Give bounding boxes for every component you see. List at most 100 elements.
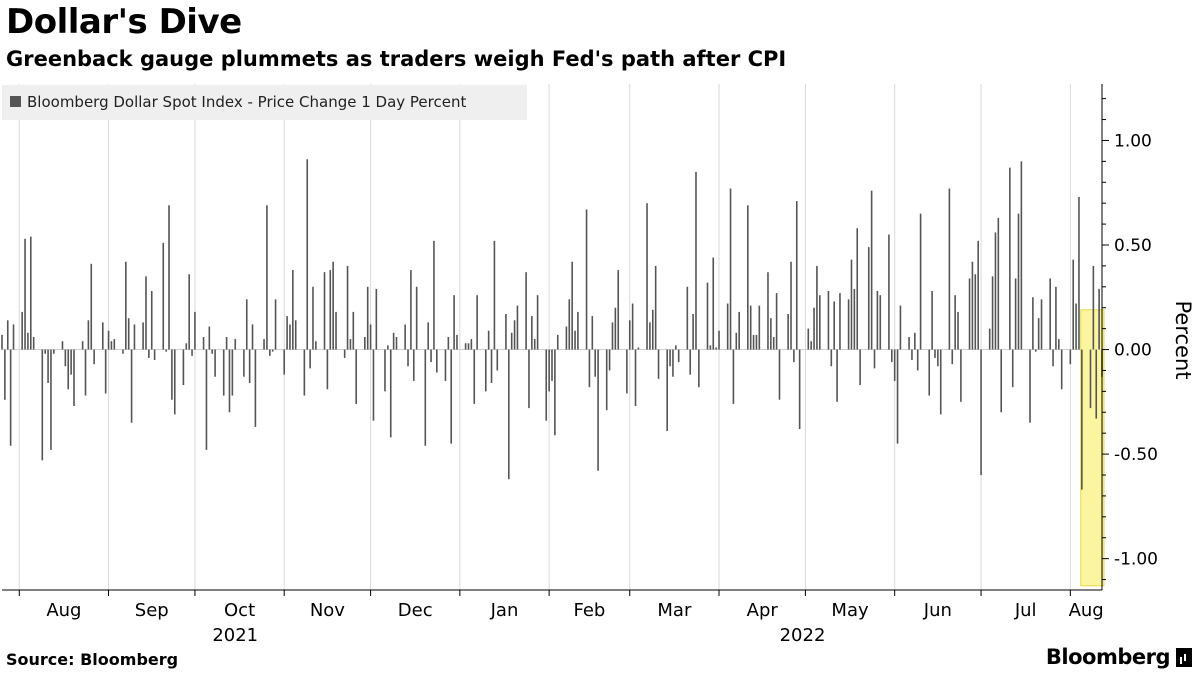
x-tick-label-9: May — [831, 600, 869, 621]
y-axis-label: Percent — [1171, 300, 1195, 379]
bar-147 — [591, 316, 594, 350]
x-tick-label-8: Apr — [747, 600, 779, 621]
bar-212 — [853, 288, 856, 350]
bar-204 — [819, 295, 821, 350]
bar-36 — [145, 276, 147, 350]
x-year-label-0: 2021 — [212, 625, 258, 646]
bar-153 — [614, 307, 617, 350]
bar-168 — [675, 345, 677, 350]
bar-193 — [775, 293, 778, 350]
x-tick-label-6: Feb — [573, 600, 605, 621]
bar-158 — [634, 349, 637, 406]
bar-134 — [536, 295, 539, 350]
bar-52 — [208, 326, 211, 350]
bar-64 — [254, 349, 257, 427]
chart-subtitle: Greenback gauge plummets as traders weig… — [6, 47, 787, 71]
bar-90 — [364, 337, 366, 350]
bar-48 — [191, 349, 193, 356]
bar-123 — [493, 240, 496, 350]
bar-80 — [323, 272, 326, 350]
bar-32 — [127, 318, 130, 350]
bar-172 — [692, 314, 694, 350]
bar-17 — [67, 349, 70, 390]
bar-233 — [937, 349, 939, 367]
bar-34 — [133, 324, 136, 350]
bar-115 — [464, 343, 467, 350]
bar-248 — [997, 217, 1000, 350]
bar-76 — [306, 159, 309, 350]
bar-138 — [554, 349, 556, 436]
bar-221 — [890, 349, 893, 363]
bar-92 — [369, 324, 372, 350]
bar-19 — [73, 349, 75, 406]
bar-155 — [626, 349, 628, 394]
legend-box — [2, 85, 527, 120]
bar-30 — [122, 349, 124, 354]
bar-106 — [427, 322, 429, 350]
bar-97 — [389, 349, 392, 438]
bar-249 — [1000, 349, 1003, 413]
bar-225 — [908, 337, 910, 350]
bar-151 — [608, 349, 611, 371]
bar-15 — [61, 341, 64, 350]
bar-161 — [649, 322, 651, 350]
bar-23 — [90, 263, 93, 350]
bar-46 — [185, 343, 188, 350]
bar-0 — [1, 334, 3, 350]
bar-175 — [706, 282, 709, 350]
bar-12 — [47, 349, 49, 383]
bar-177 — [712, 257, 715, 350]
y-tick-label-1: 0.50 — [1114, 236, 1152, 256]
bar-266 — [1072, 259, 1075, 350]
bar-84 — [335, 311, 337, 350]
bar-96 — [387, 345, 389, 350]
bar-268 — [1078, 196, 1080, 350]
bar-124 — [496, 349, 499, 371]
y-tick-label-4: -1.00 — [1114, 550, 1158, 570]
bar-170 — [686, 286, 689, 350]
bar-198 — [795, 201, 798, 350]
bar-26 — [104, 349, 107, 394]
bar-67 — [269, 349, 271, 356]
bar-174 — [698, 349, 700, 388]
bar-10 — [41, 349, 44, 461]
bar-146 — [588, 349, 591, 388]
bar-111 — [447, 337, 450, 350]
bar-143 — [574, 330, 576, 350]
bar-181 — [729, 188, 732, 350]
bar-83 — [332, 261, 334, 350]
bar-54 — [214, 349, 216, 377]
bar-258 — [1037, 318, 1040, 350]
bar-41 — [165, 349, 167, 352]
bar-13 — [50, 349, 52, 450]
bar-93 — [372, 349, 375, 421]
bar-125 — [505, 314, 507, 350]
bar-250 — [1009, 167, 1011, 350]
bar-51 — [205, 349, 208, 450]
bar-105 — [424, 349, 427, 446]
bar-166 — [669, 349, 671, 367]
bar-215 — [867, 247, 870, 350]
bar-112 — [450, 349, 453, 444]
x-axis: Aug Sep Oct Nov Dec Jan Feb Mar Apr May Jun Jul Aug 2… — [2, 589, 1104, 646]
bar-103 — [412, 349, 415, 381]
bar-136 — [548, 349, 550, 392]
bar-180 — [726, 303, 729, 350]
brand-wordmark: Bloomberg — [1045, 645, 1171, 669]
x-tick-label-1: Sep — [135, 600, 169, 621]
bar-22 — [87, 320, 90, 350]
bar-1 — [4, 349, 6, 400]
bar-200 — [807, 328, 810, 350]
bar-55 — [222, 349, 225, 396]
bar-202 — [813, 307, 815, 350]
brand-logo: Bloomberg — [1046, 645, 1192, 669]
bar-69 — [274, 299, 277, 350]
bar-42 — [168, 205, 170, 350]
bar-118 — [473, 349, 476, 404]
bar-240 — [968, 278, 971, 350]
bar-101 — [407, 349, 409, 367]
bar-165 — [666, 349, 668, 432]
bar-197 — [793, 349, 795, 363]
bar-114 — [456, 334, 458, 350]
bar-99 — [395, 337, 398, 350]
